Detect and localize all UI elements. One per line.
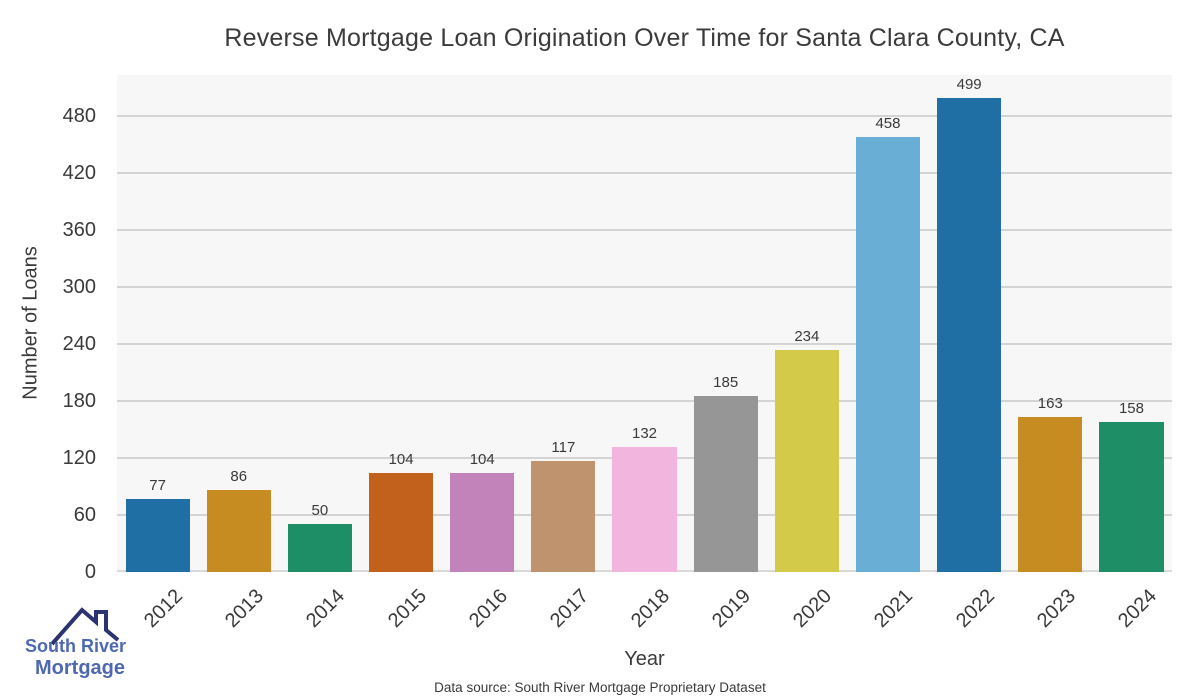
bar-2016: [450, 473, 515, 572]
bar-2019: [693, 396, 758, 572]
bar-value-label: 458: [875, 115, 901, 132]
x-tick-label: 2024: [1113, 585, 1161, 633]
bar-2024: [1099, 422, 1164, 572]
bar-2021: [855, 137, 921, 572]
x-tick-label: 2013: [221, 585, 269, 633]
bar-2014: [287, 524, 352, 572]
bar-group-2024: 158: [1091, 75, 1172, 572]
chart-title: Reverse Mortgage Loan Origination Over T…: [224, 24, 1065, 52]
company-logo: South River Mortgage: [22, 604, 126, 694]
bar-group-2023: 163: [1010, 75, 1091, 572]
bar-2012: [125, 499, 190, 572]
bar-2020: [774, 350, 839, 572]
bar-2015: [368, 473, 434, 572]
y-tick-label: 120: [62, 447, 96, 469]
x-tick-label: 2016: [464, 585, 512, 633]
x-tick-label: 2019: [708, 585, 756, 633]
bar-group-2022: 499: [929, 75, 1010, 572]
x-axis-label: Year: [624, 648, 665, 670]
y-tick-label: 240: [62, 333, 96, 355]
bar-2022: [937, 98, 1002, 572]
y-tick-label: 480: [62, 105, 96, 127]
x-tick-label: 2021: [870, 585, 918, 633]
bar-value-label: 234: [794, 328, 820, 345]
bar-value-label: 117: [551, 439, 576, 456]
bar-value-label: 86: [230, 468, 248, 485]
bar-group-2018: 132: [604, 75, 685, 572]
x-tick-labels: 2012 2013 2014 2015 2016 2017 2018 2019 2020 2021…: [117, 577, 1172, 639]
bar-2013: [206, 490, 271, 572]
bar-group-2015: 104: [360, 75, 441, 572]
gridline: [117, 343, 1172, 345]
source-note: Data source: South River Mortgage Propri…: [434, 680, 766, 695]
bar-group-2012: 77: [117, 75, 198, 572]
gridline: [117, 115, 1172, 117]
gridline: [117, 400, 1172, 402]
bar-group-2016: 104: [442, 75, 523, 572]
y-tick-label: 300: [62, 276, 96, 298]
gridline: [117, 286, 1172, 288]
bar-group-2013: 86: [198, 75, 279, 572]
gridline: [117, 229, 1172, 231]
x-tick-label: 2015: [383, 585, 431, 633]
x-tick-label: 2017: [545, 585, 593, 633]
house-roof-icon: [50, 607, 120, 646]
y-tick-label: 0: [84, 561, 96, 583]
x-tick-label: 2020: [789, 585, 837, 633]
bar-group-2017: 117: [523, 75, 604, 572]
x-tick-label: 2012: [140, 585, 188, 633]
bar-group-2021: 458: [847, 75, 928, 572]
bar-2023: [1018, 417, 1083, 572]
bar-value-label: 104: [469, 451, 495, 468]
plot-area: 77 86 50 104 104 117 132 185 234 458 499 163 158: [117, 75, 1172, 572]
y-tick-label: 60: [73, 504, 96, 526]
bars: 77 86 50 104 104 117 132 185 234 458 499 163 158: [117, 75, 1172, 572]
x-tick-label: 2014: [302, 585, 350, 633]
bar-value-label: 77: [149, 477, 166, 494]
y-tick-labels: 0 60 120 180 240 300 360 420 480: [0, 75, 96, 583]
logo-text-line2: Mortgage: [35, 656, 125, 679]
bar-group-2014: 50: [279, 75, 360, 572]
bar-value-label: 158: [1118, 400, 1144, 417]
bar-value-label: 163: [1037, 395, 1063, 412]
y-tick-label: 180: [62, 390, 96, 412]
bar-value-label: 185: [713, 374, 739, 391]
bar-value-label: 50: [311, 502, 329, 519]
bar-value-label: 499: [956, 76, 982, 93]
bar-group-2020: 234: [766, 75, 847, 572]
gridline: [117, 172, 1172, 174]
bar-2018: [612, 447, 677, 572]
x-tick-label: 2023: [1032, 585, 1080, 633]
bar-value-label: 104: [388, 451, 414, 468]
bar-2017: [531, 461, 596, 572]
bar-value-label: 132: [632, 425, 658, 442]
logo-text-line1: South River: [24, 636, 126, 656]
x-tick-label: 2022: [951, 585, 999, 633]
y-tick-label: 420: [62, 162, 96, 184]
x-tick-label: 2018: [627, 585, 675, 633]
bar-group-2019: 185: [685, 75, 766, 572]
y-tick-label: 360: [62, 219, 96, 241]
